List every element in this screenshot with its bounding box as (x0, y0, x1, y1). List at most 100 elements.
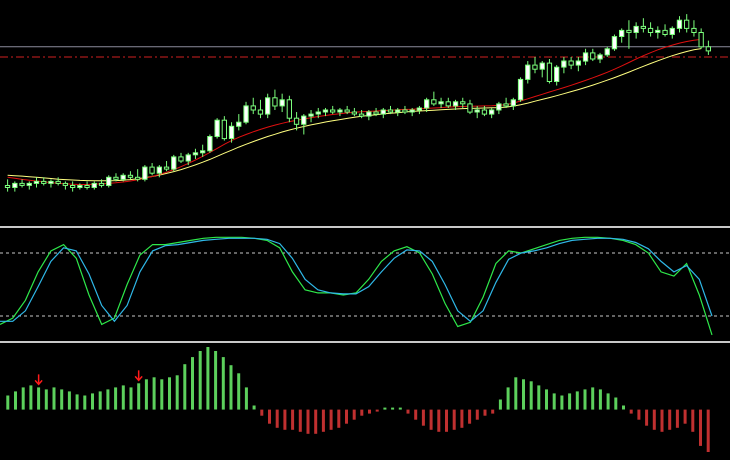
candle (590, 48, 596, 62)
candle-body-up (619, 29, 625, 37)
candle (496, 101, 502, 115)
candle (41, 177, 47, 186)
histogram-bar-positive (144, 379, 148, 410)
candle (178, 152, 184, 164)
candle-body-up (561, 60, 567, 68)
candle (120, 173, 126, 182)
candle (633, 22, 639, 39)
histogram-bar-negative (429, 409, 433, 430)
candle-body-up (554, 66, 560, 82)
histogram-bar-negative (421, 409, 425, 426)
histogram-bar-negative (260, 409, 264, 416)
histogram-bar-positive (14, 391, 17, 410)
candle (135, 169, 141, 182)
histogram-bar-positive (214, 351, 218, 410)
histogram-bar-positive (545, 389, 548, 410)
candle (236, 114, 242, 131)
candle-body-down (84, 185, 90, 188)
candle-body-up (33, 180, 40, 184)
histogram-bar-positive (622, 405, 625, 410)
histogram-bar-positive (114, 387, 118, 410)
candle (474, 105, 480, 119)
candle (395, 107, 401, 117)
candle-body-down (662, 29, 668, 35)
candle-body-down (626, 29, 632, 33)
candle (640, 18, 647, 33)
candle (691, 20, 697, 37)
candle-body-down (113, 176, 119, 180)
candle (626, 20, 632, 49)
candle (62, 181, 69, 190)
candle-body-up (171, 156, 177, 170)
histogram-bar-negative (699, 409, 702, 446)
candle-body-up (669, 27, 675, 35)
candle-body-up (496, 103, 502, 111)
histogram-bar-positive (106, 389, 110, 410)
candle-body-up (597, 54, 603, 60)
candle-body-down (250, 105, 256, 111)
histogram-bar-negative (360, 409, 364, 416)
candle-body-up (438, 101, 444, 105)
candle-body-up (366, 111, 372, 117)
candle (265, 93, 271, 119)
histogram-bar-negative (645, 409, 649, 426)
price-panel (0, 14, 730, 192)
arrow-head (34, 379, 43, 386)
candle (438, 97, 444, 108)
histogram-bar-positive (244, 387, 248, 410)
candle-body-down (41, 180, 47, 184)
histogram-bar-negative (314, 409, 318, 434)
candle-body-down (467, 103, 473, 113)
candle (19, 179, 25, 188)
candle (70, 181, 76, 192)
candle (185, 152, 191, 166)
candle (366, 110, 372, 121)
histogram-bar-negative (460, 409, 464, 428)
candle-body-up (265, 97, 271, 115)
histogram-bar-positive (606, 393, 610, 410)
candle (98, 179, 105, 188)
price-reference-lines (0, 46, 730, 58)
candle (655, 26, 661, 39)
arrow-head (134, 375, 143, 382)
candle-body-down (705, 46, 712, 52)
histogram-bar-positive (29, 385, 33, 410)
candle-body-up (12, 182, 18, 188)
histogram-bar-positive (152, 377, 156, 410)
candle (402, 105, 408, 115)
oscillator-signal-line (0, 237, 713, 323)
histogram-bar-positive (537, 385, 541, 410)
candle (91, 181, 97, 190)
candle-body-up (228, 125, 235, 140)
candle (387, 105, 394, 115)
candle-body-down (402, 109, 408, 113)
candle (460, 97, 466, 108)
candle (127, 171, 134, 180)
candle (373, 107, 379, 117)
candle-body-down (178, 156, 184, 162)
histogram-bar-positive (175, 375, 179, 410)
candle-body-up (315, 111, 321, 115)
histogram-bar-positive (591, 387, 595, 410)
candle (510, 97, 517, 110)
candle-body-up (214, 119, 220, 137)
candle (55, 177, 61, 186)
histogram-bar-positive (383, 407, 387, 410)
candle (467, 99, 473, 115)
histogram-bar-positive (98, 391, 102, 410)
candle-body-down (640, 25, 647, 29)
histogram-bar-positive (52, 387, 56, 410)
candle-body-down (684, 19, 690, 29)
candle (84, 181, 90, 190)
candle (380, 107, 386, 119)
histogram-bar-negative (368, 409, 371, 414)
candle (221, 116, 227, 141)
histogram-bar-positive (568, 393, 572, 410)
histogram-bar-positive (583, 389, 587, 410)
candle-body-down (98, 182, 105, 186)
histogram-bar-positive (575, 391, 579, 410)
candle-body-up (539, 62, 545, 70)
candle (517, 77, 524, 102)
histogram-bar-positive (221, 357, 225, 410)
candle-body-up (243, 105, 249, 123)
